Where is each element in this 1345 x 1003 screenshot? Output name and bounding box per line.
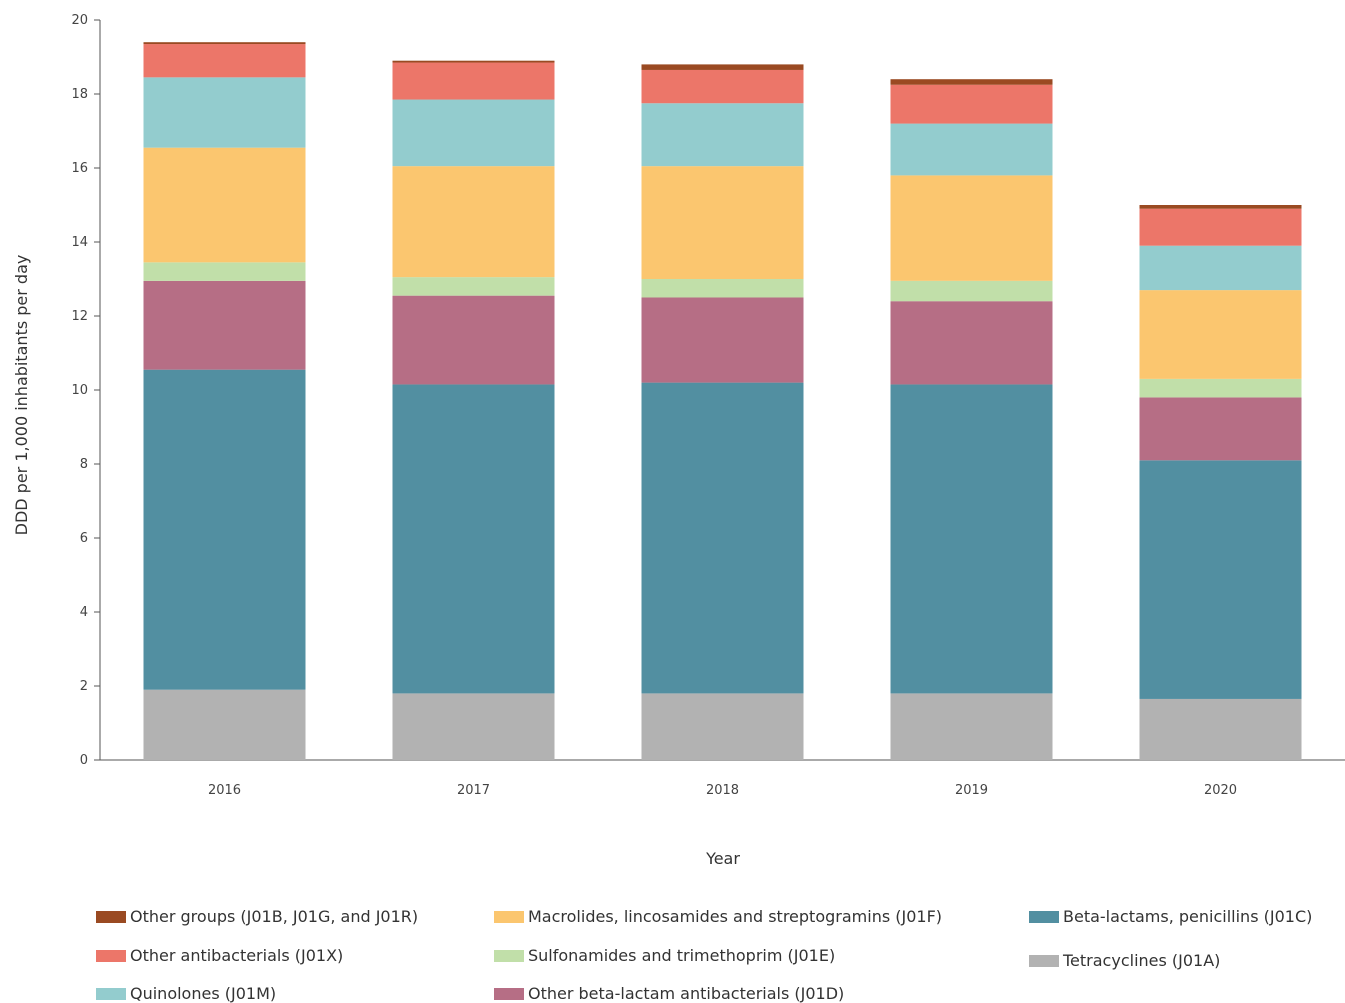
bar-segment-2020-s1 <box>1139 460 1302 699</box>
y-tick-label: 4 <box>80 605 88 620</box>
bar-segment-2019-s3 <box>890 280 1053 302</box>
bar-stack-2017 <box>392 60 555 760</box>
bar-segment-2016-s6 <box>143 44 306 78</box>
x-axis: 2016 2017 2018 2019 2020 <box>100 759 1345 798</box>
legend-label: Sulfonamides and trimethoprim (J01E) <box>528 946 836 965</box>
bar-segment-2019-s6 <box>890 84 1053 124</box>
legend-label: Beta-lactams, penicillins (J01C) <box>1063 907 1313 926</box>
bar-segment-2017-s7 <box>392 60 555 63</box>
y-tick-label: 18 <box>71 87 88 102</box>
bar-segment-2020-s3 <box>1139 378 1302 398</box>
y-axis-title: DDD per 1,000 inhabitants per day <box>12 255 31 536</box>
bar-segment-2017-s3 <box>392 277 555 296</box>
legend: Other groups (J01B, J01G, and J01R) Othe… <box>0 895 1345 1003</box>
bar-segment-2020-s5 <box>1139 245 1302 291</box>
bar-segment-2018-s7 <box>641 64 804 70</box>
x-tick-label: 2020 <box>1204 783 1237 798</box>
bar-segment-2016-s7 <box>143 42 306 45</box>
legend-label: Other groups (J01B, J01G, and J01R) <box>130 907 419 926</box>
y-tick-label: 20 <box>71 13 88 28</box>
y-tick-label: 0 <box>80 753 88 768</box>
bar-segment-2018-s2 <box>641 297 804 383</box>
legend-item-macrolides: Macrolides, lincosamides and streptogram… <box>494 907 942 926</box>
bar-segment-2018-s1 <box>641 382 804 694</box>
bar-segment-2017-s2 <box>392 295 555 385</box>
bar-segment-2017-s4 <box>392 166 555 278</box>
legend-item-beta-lactams-penicillins: Beta-lactams, penicillins (J01C) <box>1029 907 1312 926</box>
legend-item-other-antibacterials: Other antibacterials (J01X) <box>96 946 343 965</box>
bar-segment-2019-s4 <box>890 175 1053 281</box>
legend-swatch-tetracyclines <box>1029 954 1059 967</box>
stacked-bar-chart: 0 2 4 6 8 10 12 14 16 18 20 2016 2017 2018 2019 2020 D… <box>12 13 1345 868</box>
bar-stack-2016 <box>143 42 306 760</box>
legend-swatch-other-groups <box>96 910 126 923</box>
bar-segment-2020-s0 <box>1139 698 1302 760</box>
bar-segment-2019-s0 <box>890 693 1053 760</box>
legend-item-sulfonamides: Sulfonamides and trimethoprim (J01E) <box>494 946 835 965</box>
bar-segment-2016-s5 <box>143 77 306 148</box>
legend-label: Macrolides, lincosamides and streptogram… <box>528 907 943 926</box>
bar-segment-2017-s1 <box>392 384 555 694</box>
bar-segment-2016-s2 <box>143 280 306 370</box>
bar-stack-2020 <box>1139 205 1302 760</box>
legend-swatch-sulfonamides <box>494 949 524 962</box>
bar-segment-2016-s4 <box>143 147 306 263</box>
bar-segment-2020-s6 <box>1139 208 1302 246</box>
legend-item-other-beta-lactam: Other beta-lactam antibacterials (J01D) <box>494 984 844 1003</box>
bar-segment-2018-s3 <box>641 279 804 298</box>
bar-segment-2016-s0 <box>143 689 306 760</box>
bar-segment-2019-s7 <box>890 79 1053 85</box>
bar-segment-2017-s0 <box>392 693 555 760</box>
bar-segment-2016-s3 <box>143 262 306 281</box>
x-tick-label: 2019 <box>955 783 988 798</box>
x-axis-title: Year <box>705 849 740 868</box>
y-tick-label: 12 <box>71 309 88 324</box>
y-tick-label: 14 <box>71 235 88 250</box>
bar-segment-2020-s7 <box>1139 205 1302 209</box>
legend-swatch-beta-lactams-penicillins <box>1029 910 1059 923</box>
legend-item-tetracyclines: Tetracyclines (J01A) <box>1029 951 1220 970</box>
bar-segment-2018-s4 <box>641 166 804 279</box>
x-tick-label: 2016 <box>208 783 241 798</box>
legend-label: Other antibacterials (J01X) <box>130 946 344 965</box>
legend-swatch-other-antibacterials <box>96 949 126 962</box>
bar-segment-2019-s2 <box>890 301 1053 385</box>
x-tick-label: 2017 <box>457 783 490 798</box>
legend-label: Other beta-lactam antibacterials (J01D) <box>528 984 845 1003</box>
y-tick-label: 8 <box>80 457 88 472</box>
bar-segment-2018-s0 <box>641 693 804 760</box>
bar-segment-2017-s6 <box>392 62 555 100</box>
y-tick-label: 10 <box>71 383 88 398</box>
bar-stack-2019 <box>890 79 1053 760</box>
legend-item-quinolones: Quinolones (J01M) <box>96 984 276 1003</box>
legend-swatch-other-beta-lactam <box>494 987 524 1000</box>
y-axis: 0 2 4 6 8 10 12 14 16 18 20 <box>71 13 101 768</box>
bar-stack-2018 <box>641 64 804 760</box>
y-tick-label: 6 <box>80 531 88 546</box>
bars <box>143 42 1302 760</box>
bar-segment-2019-s5 <box>890 123 1053 176</box>
bar-segment-2018-s6 <box>641 69 804 104</box>
x-tick-label: 2018 <box>706 783 739 798</box>
bar-segment-2019-s1 <box>890 384 1053 694</box>
legend-label: Tetracyclines (J01A) <box>1063 951 1221 970</box>
bar-segment-2020-s2 <box>1139 397 1302 461</box>
legend-swatch-quinolones <box>96 987 126 1000</box>
y-tick-label: 2 <box>80 679 88 694</box>
bar-segment-2016-s1 <box>143 369 306 690</box>
legend-item-other-groups: Other groups (J01B, J01G, and J01R) <box>96 907 418 926</box>
bar-segment-2017-s5 <box>392 99 555 167</box>
legend-swatch-macrolides <box>494 910 524 923</box>
y-tick-label: 16 <box>71 161 88 176</box>
bar-segment-2018-s5 <box>641 103 804 167</box>
bar-segment-2020-s4 <box>1139 290 1302 379</box>
legend-label: Quinolones (J01M) <box>130 984 277 1003</box>
